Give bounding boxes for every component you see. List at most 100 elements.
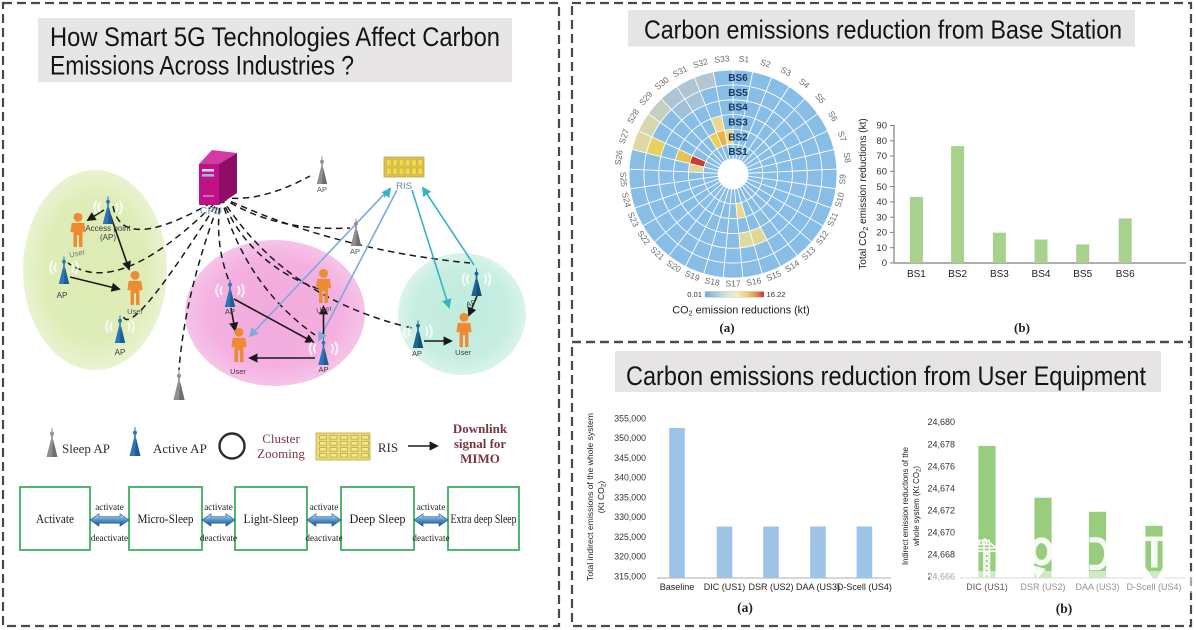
svg-text:(AP): (AP) [100,233,116,242]
svg-text:Baseline: Baseline [660,582,695,592]
svg-text:S3: S3 [779,65,793,79]
svg-text:20: 20 [876,228,887,239]
svg-text:(b): (b) [1014,320,1030,335]
svg-text:DSR (US2): DSR (US2) [748,582,793,592]
svg-text:0: 0 [882,258,887,269]
svg-text:Light-Sleep: Light-Sleep [244,511,299,526]
svg-text:S18: S18 [704,275,721,288]
svg-text:90: 90 [876,121,887,132]
svg-text:AP: AP [317,185,327,194]
svg-text:Total CO2 emission reductions: Total CO2 emission reductions (kt) [858,118,870,269]
svg-text:350,000: 350,000 [614,433,646,443]
svg-text:BS2: BS2 [728,132,748,143]
svg-text:BS3: BS3 [990,269,1009,280]
svg-text:AP: AP [350,247,360,256]
svg-text:DIC (US1): DIC (US1) [704,582,746,592]
svg-text:Sleep AP: Sleep AP [62,441,110,456]
svg-text:S26: S26 [613,149,625,166]
svg-text:335,000: 335,000 [614,492,646,502]
svg-text:325,000: 325,000 [614,532,646,542]
svg-text:345,000: 345,000 [614,453,646,463]
svg-text:Cluster: Cluster [262,431,300,446]
svg-text:(a): (a) [737,600,753,615]
svg-text:AP: AP [57,291,68,300]
svg-text:16.22: 16.22 [767,290,786,299]
svg-text:0.01: 0.01 [687,290,702,299]
svg-text:BS1: BS1 [728,147,748,158]
svg-text:S16: S16 [745,275,762,288]
svg-text:activate: activate [95,502,124,512]
svg-text:BS6: BS6 [728,73,748,84]
svg-text:30: 30 [876,212,887,223]
svg-text:60: 60 [876,167,887,178]
svg-text:CO2 emission reductions (kt): CO2 emission reductions (kt) [672,305,809,318]
svg-text:320,000: 320,000 [614,552,646,562]
svg-text:deactivate: deactivate [91,533,128,543]
svg-text:Access point: Access point [85,224,131,233]
svg-text:(b): (b) [1056,601,1073,616]
svg-text:355,000: 355,000 [614,413,646,423]
svg-text:24,674: 24,674 [927,483,955,493]
svg-text:AP: AP [225,307,235,316]
svg-text:MIMO: MIMO [460,451,500,466]
svg-text:DAA (US3): DAA (US3) [796,582,840,592]
svg-text:Downlink: Downlink [453,421,508,436]
svg-text:AP: AP [412,349,422,358]
svg-text:24,670: 24,670 [927,527,955,537]
svg-text:Active AP: Active AP [153,441,207,456]
svg-text:AP: AP [465,298,477,309]
svg-text:330,000: 330,000 [614,512,646,522]
svg-text:340,000: 340,000 [614,473,646,483]
svg-text:activate: activate [417,502,446,512]
svg-text:Emissions Across Industries ?: Emissions Across Industries ? [50,51,354,81]
svg-text:RIS: RIS [378,440,398,455]
svg-text:24,672: 24,672 [927,505,955,515]
svg-text:S33: S33 [714,53,730,64]
svg-text:AP: AP [115,348,126,357]
svg-text:BS4: BS4 [1032,269,1051,280]
svg-text:Activate: Activate [36,511,74,526]
svg-text:Deep Sleep: Deep Sleep [350,511,406,526]
svg-text:S25: S25 [618,171,629,187]
svg-text:S1: S1 [738,54,750,65]
svg-text:BS1: BS1 [907,269,926,280]
svg-text:24,676: 24,676 [927,461,955,471]
svg-text:Extra deep Sleep: Extra deep Sleep [451,511,517,526]
svg-text:S32: S32 [692,56,710,70]
svg-text:deactivate: deactivate [200,533,237,543]
svg-text:S8: S8 [842,152,853,164]
svg-text:80: 80 [876,136,887,147]
svg-text:S2: S2 [759,57,772,70]
svg-text:BS5: BS5 [1073,269,1092,280]
svg-text:deactivate: deactivate [412,533,449,543]
svg-text:whole system (Kt CO2): whole system (Kt CO2) [911,466,923,547]
svg-text:40: 40 [876,197,887,208]
svg-text:D-Scell (US4): D-Scell (US4) [837,582,892,592]
svg-text:S7: S7 [836,130,849,143]
svg-text:BS2: BS2 [948,269,967,280]
svg-text:70: 70 [876,151,887,162]
svg-text:Indirect emission reductions o: Indirect emission reductions of the [900,447,910,565]
svg-text:S9: S9 [837,174,847,185]
svg-text:Micro-Sleep: Micro-Sleep [138,511,194,526]
svg-text:activate: activate [204,502,233,512]
svg-text:Carbon emissions reduction fro: Carbon emissions reduction from Base Sta… [644,15,1122,45]
svg-text:10: 10 [876,243,887,254]
svg-text:S24: S24 [620,191,633,208]
svg-text:BS5: BS5 [728,88,748,99]
svg-text:50: 50 [876,182,887,193]
svg-text:S17: S17 [725,279,740,289]
svg-text:(a): (a) [719,320,734,335]
svg-text:User: User [230,367,246,376]
svg-text:DIC (US1): DIC (US1) [966,582,1008,592]
svg-text:activate: activate [310,502,339,512]
svg-text:deactivate: deactivate [305,533,342,543]
svg-text:24,678: 24,678 [927,439,955,449]
svg-text:S6: S6 [826,109,840,123]
svg-text:Zooming: Zooming [257,446,305,461]
svg-text:BS6: BS6 [1116,269,1135,280]
svg-text:(Kt CO2): (Kt CO2) [596,481,608,514]
svg-text:S10: S10 [833,191,846,208]
svg-text:315,000: 315,000 [614,571,646,581]
svg-text:CPU: CPU [200,205,222,217]
